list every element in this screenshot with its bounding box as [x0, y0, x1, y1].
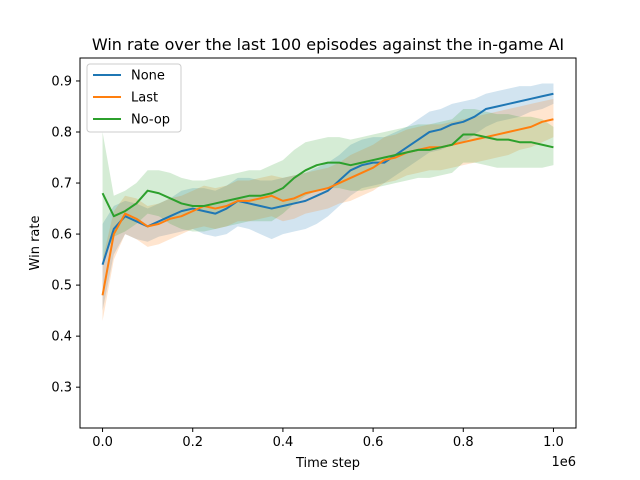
y-tick-label: 0.8 [51, 126, 72, 141]
x-axis-offset-label: 1e6 [551, 455, 576, 470]
series-line-no-op [101, 133, 554, 218]
x-tick-label: 0.0 [92, 435, 113, 450]
band-last [102, 98, 554, 321]
legend: None Last No-op [86, 63, 182, 133]
y-tick-label: 0.5 [51, 279, 72, 294]
legend-label-last: Last [131, 91, 158, 106]
series-line-none [101, 92, 554, 265]
x-tick-label: 0.6 [363, 435, 384, 450]
y-tick-label: 0.3 [51, 381, 72, 396]
y-tick-label: 0.6 [51, 228, 72, 243]
legend-box [86, 63, 182, 133]
y-tick-label: 0.7 [51, 177, 72, 192]
y-axis-ticks: 0.3 0.4 0.5 0.6 0.7 0.8 0.9 [51, 74, 80, 396]
chart-title: Win rate over the last 100 episodes agai… [92, 35, 564, 54]
legend-label-no-op: No-op [131, 113, 170, 128]
plot-frame [79, 57, 577, 429]
x-tick-label: 0.8 [453, 435, 474, 450]
y-tick-label: 0.9 [51, 74, 72, 89]
x-axis-label: Time step [295, 456, 360, 471]
x-tick-label: 0.2 [182, 435, 203, 450]
series-line-last [101, 118, 554, 296]
x-tick-label: 1.0 [543, 435, 564, 450]
x-axis-ticks: 0.0 0.2 0.4 0.6 0.8 1.0 [92, 428, 564, 450]
legend-label-none: None [131, 69, 165, 84]
y-tick-label: 0.4 [51, 330, 72, 345]
band-none [102, 83, 554, 311]
y-axis-label: Win rate [28, 216, 43, 271]
x-tick-label: 0.4 [273, 435, 294, 450]
series-lines [101, 92, 554, 296]
